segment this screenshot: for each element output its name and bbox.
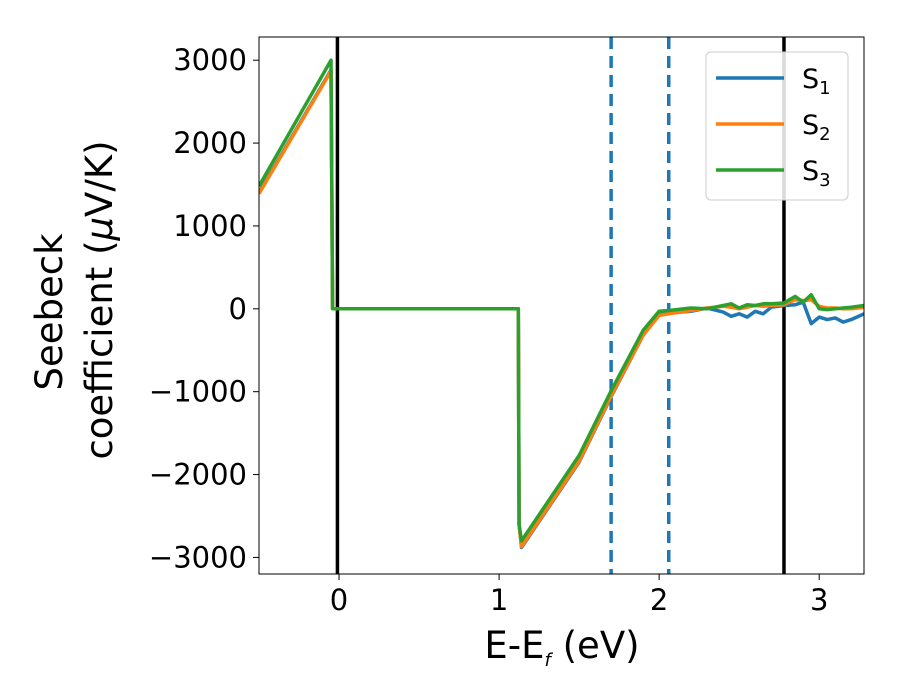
y-tick-label: 3000 xyxy=(173,43,247,77)
y-axis-ticks: −3000 −2000 −1000 0 1000 2000 3000 xyxy=(149,43,259,574)
x-axis-label: E-Ef (eV) xyxy=(484,624,639,671)
y-tick-label: 2000 xyxy=(173,126,247,160)
x-axis-ticks: 0 1 2 3 xyxy=(330,574,828,617)
x-tick-label: 2 xyxy=(650,583,668,617)
x-tick-label: 3 xyxy=(810,583,828,617)
y-tick-label: −1000 xyxy=(149,375,247,409)
y-axis-label: Seebeck coefficient (μV/K) xyxy=(28,140,121,459)
plot-frame xyxy=(258,36,865,575)
series-line-s2 xyxy=(259,69,864,549)
series-line-s3 xyxy=(259,58,864,543)
y-axis-label-line1: Seebeck xyxy=(28,233,71,391)
y-tick-label: −2000 xyxy=(149,458,247,492)
y-tick-label: 0 xyxy=(229,292,247,326)
legend-label-s1: S1 xyxy=(802,64,831,99)
y-tick-label: −3000 xyxy=(149,540,247,574)
y-tick-label: 1000 xyxy=(173,209,247,243)
x-tick-label: 0 xyxy=(330,583,348,617)
legend-label-s3: S3 xyxy=(802,156,831,191)
legend-label-s2: S2 xyxy=(802,110,831,145)
x-tick-label: 1 xyxy=(490,583,508,617)
series-lines xyxy=(259,58,864,550)
y-axis-label-line2: coefficient (μV/K) xyxy=(78,140,121,459)
legend: S1 S2 S3 xyxy=(705,51,849,201)
legend-box xyxy=(705,51,849,201)
